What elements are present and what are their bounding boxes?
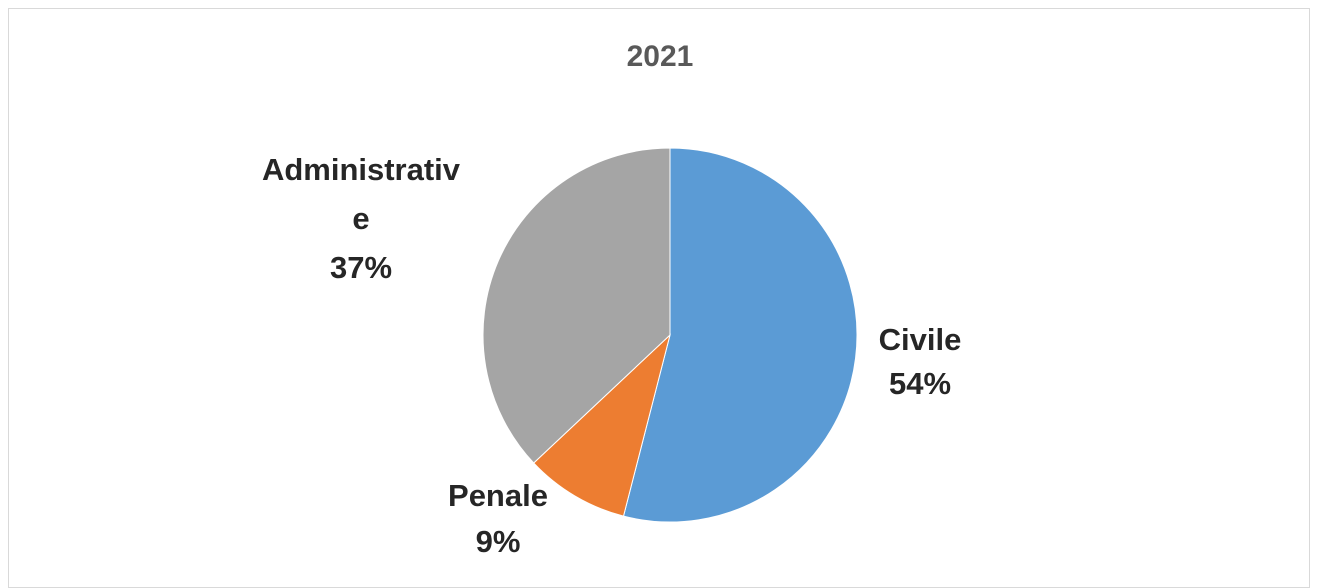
data-label-civile: Civile 54% <box>879 322 962 401</box>
data-label-value: 54% <box>889 366 951 401</box>
pie-slice-administrative <box>482 147 671 464</box>
data-label-category: Civile <box>879 322 962 357</box>
data-label-category: Penale <box>448 478 548 513</box>
data-label-value: 37% <box>330 250 392 285</box>
data-label-category: Administrativ <box>262 152 461 187</box>
chart-title: 2021 <box>626 40 694 73</box>
data-label-value: 9% <box>476 524 521 559</box>
data-label-category: e <box>352 201 369 236</box>
pie-slice-penale <box>532 333 671 517</box>
pie-slice-civile <box>622 147 858 523</box>
pie-chart: Civile 54% Penale 9% Administrativ e 37% <box>262 147 961 559</box>
pie-slices <box>482 147 858 523</box>
data-label-penale: Penale 9% <box>448 478 548 559</box>
pie-labels: Civile 54% Penale 9% Administrativ e 37% <box>262 152 961 559</box>
data-label-administrative: Administrativ e 37% <box>262 152 461 285</box>
